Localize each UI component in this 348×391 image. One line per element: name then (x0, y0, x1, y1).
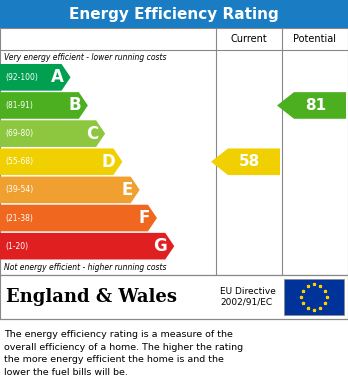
Polygon shape (0, 205, 157, 231)
Text: (39-54): (39-54) (5, 185, 33, 194)
Text: (55-68): (55-68) (5, 157, 33, 166)
Text: B: B (68, 97, 81, 115)
Text: England & Wales: England & Wales (6, 288, 177, 306)
Text: C: C (86, 125, 98, 143)
Polygon shape (0, 92, 88, 119)
Text: (1-20): (1-20) (5, 242, 28, 251)
Text: G: G (153, 237, 167, 255)
Text: 58: 58 (239, 154, 260, 169)
Polygon shape (211, 149, 280, 175)
Text: Very energy efficient - lower running costs: Very energy efficient - lower running co… (4, 52, 166, 61)
Text: (92-100): (92-100) (5, 73, 38, 82)
Text: Not energy efficient - higher running costs: Not energy efficient - higher running co… (4, 264, 166, 273)
Text: The energy efficiency rating is a measure of the
overall efficiency of a home. T: The energy efficiency rating is a measur… (4, 330, 243, 377)
Text: D: D (102, 153, 116, 171)
Text: Current: Current (231, 34, 267, 44)
Bar (0, 0, 348, 28)
Text: (21-38): (21-38) (5, 213, 33, 222)
Text: EU Directive
2002/91/EC: EU Directive 2002/91/EC (220, 287, 276, 307)
Polygon shape (277, 92, 346, 119)
Bar (284, 279, 344, 315)
Polygon shape (0, 120, 105, 147)
Text: 81: 81 (305, 98, 326, 113)
Polygon shape (0, 177, 140, 203)
Text: Energy Efficiency Rating: Energy Efficiency Rating (69, 7, 279, 22)
Text: A: A (51, 68, 64, 86)
Polygon shape (0, 64, 71, 91)
Text: E: E (121, 181, 133, 199)
Text: (69-80): (69-80) (5, 129, 33, 138)
Polygon shape (0, 233, 174, 260)
Polygon shape (0, 149, 122, 175)
Text: F: F (139, 209, 150, 227)
Text: (81-91): (81-91) (5, 101, 33, 110)
Bar (0, 275, 348, 319)
Bar (0, 28, 348, 275)
Text: Potential: Potential (293, 34, 337, 44)
